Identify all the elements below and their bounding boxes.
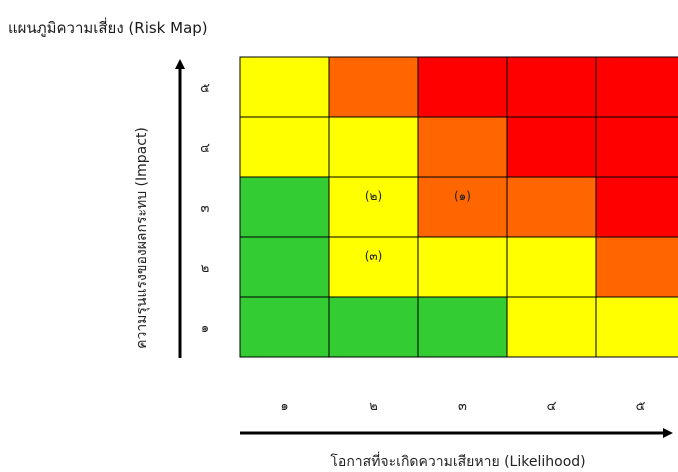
risk-cell-l3-i2 [417, 236, 508, 298]
y-tick-label: ๕ [200, 81, 210, 96]
risk-cell-l4-i3 [506, 176, 597, 238]
risk-cell-l1-i4 [239, 116, 330, 178]
risk-cell-l3-i1 [417, 296, 508, 358]
risk-cell-l3-i3 [417, 176, 508, 238]
risk-cell-l5-i2 [595, 236, 678, 298]
risk-cell-l5-i3 [595, 176, 678, 238]
y-tick-label: ๑ [201, 321, 209, 336]
risk-cell-l5-i4 [595, 116, 678, 178]
y-tick-label: ๓ [201, 201, 210, 216]
risk-annotation: (๓) [365, 249, 383, 263]
risk-cell-l1-i3 [239, 176, 330, 238]
x-tick-label: ๑ [280, 399, 288, 414]
risk-cell-l2-i4 [328, 116, 419, 178]
x-tick-label: ๔ [547, 399, 557, 414]
risk-cell-l2-i2 [328, 236, 419, 298]
y-axis-label: ความรุนแรงของผลกระทบ (Impact) [134, 127, 150, 349]
y-tick-label: ๔ [200, 141, 210, 156]
risk-annotation: (๒) [365, 189, 382, 203]
risk-cell-l2-i3 [328, 176, 419, 238]
risk-cell-l4-i2 [506, 236, 597, 298]
x-tick-label: ๓ [458, 399, 467, 414]
risk-cell-l4-i5 [506, 56, 597, 118]
risk-cell-l5-i1 [595, 296, 678, 358]
x-tick-label: ๒ [369, 399, 378, 414]
risk-cell-l5-i5 [595, 56, 678, 118]
risk-cell-l1-i2 [239, 236, 330, 298]
risk-cell-l1-i1 [239, 296, 330, 358]
risk-cell-l2-i1 [328, 296, 419, 358]
risk-cell-l4-i4 [506, 116, 597, 178]
risk-cell-l3-i4 [417, 116, 508, 178]
risk-cell-l3-i5 [417, 56, 508, 118]
risk-annotation: (๑) [454, 189, 471, 203]
x-axis-label: โอกาสที่จะเกิดความเสียหาย (Likelihood) [330, 452, 585, 470]
chart-title: แผนภูมิความเสี่ยง (Risk Map) [8, 19, 208, 37]
risk-cell-l4-i1 [506, 296, 597, 358]
x-tick-label: ๕ [636, 399, 646, 414]
y-tick-label: ๒ [201, 261, 210, 276]
risk-cell-l2-i5 [328, 56, 419, 118]
y-axis-ticks: ๑ ๒ ๓ ๔ ๕ [200, 81, 210, 336]
risk-grid [239, 56, 678, 358]
risk-annotations: (๑) (๒) (๓) [365, 189, 471, 263]
x-axis-ticks: ๑ ๒ ๓ ๔ ๕ [280, 399, 645, 414]
risk-cell-l1-i5 [239, 56, 330, 118]
